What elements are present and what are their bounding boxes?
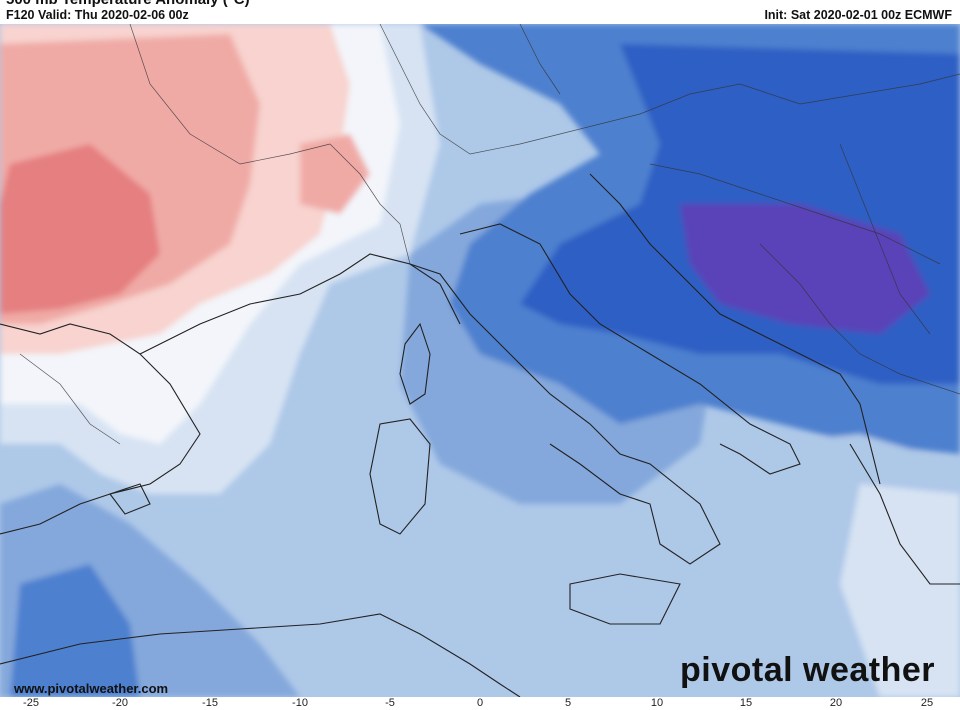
website-link[interactable]: www.pivotalweather.com bbox=[14, 681, 169, 696]
x-tick-label: -25 bbox=[23, 697, 39, 709]
map-title: 500 mb Temperature Anomaly (°C) bbox=[6, 0, 250, 8]
x-tick-label: 5 bbox=[564, 697, 572, 709]
political-borders bbox=[19, 24, 960, 445]
x-tick-label: -20 bbox=[112, 697, 128, 709]
x-tick-label: -15 bbox=[202, 697, 218, 709]
anomaly-zone-cool-sw-deep bbox=[10, 564, 140, 697]
coast-balkans bbox=[589, 173, 881, 485]
x-tick-label: -5 bbox=[385, 697, 395, 709]
border-h bbox=[519, 24, 561, 95]
coastlines bbox=[0, 173, 960, 697]
x-tick-label: 0 bbox=[476, 697, 484, 709]
border-g bbox=[839, 143, 931, 335]
border-f bbox=[759, 243, 960, 395]
coast-corsica bbox=[399, 322, 431, 405]
x-tick-label: 25 bbox=[920, 697, 934, 709]
anomaly-zone-warm-alps bbox=[300, 134, 370, 214]
pivotal-weather-logo: pivotal weather bbox=[680, 651, 936, 689]
coast-iberia bbox=[0, 323, 201, 535]
anomaly-zone-pale-se bbox=[840, 484, 960, 697]
coast-balearics bbox=[109, 483, 151, 515]
coast-sardinia bbox=[369, 418, 431, 535]
border-c bbox=[379, 24, 601, 155]
init-time-label: Init: Sat 2020-02-01 00z ECMWF bbox=[764, 8, 952, 22]
coast-italy-west bbox=[409, 263, 721, 565]
longitude-axis: -25 -20 -15 -10 -5 0 5 10 15 20 25 bbox=[0, 697, 960, 710]
border-i bbox=[19, 353, 121, 445]
anomaly-zone-warm-strong bbox=[0, 144, 160, 314]
x-tick-label: -10 bbox=[292, 697, 308, 709]
map-header: 500 mb Temperature Anomaly (°C) F120 Val… bbox=[0, 0, 960, 24]
temperature-anomaly-map bbox=[0, 24, 960, 697]
coast-italy-east bbox=[459, 223, 801, 475]
valid-time-label: F120 Valid: Thu 2020-02-06 00z bbox=[6, 8, 189, 22]
map-canvas bbox=[0, 24, 960, 697]
coast-france-riviera bbox=[139, 253, 461, 355]
border-e bbox=[649, 163, 941, 265]
x-tick-label: 20 bbox=[829, 697, 843, 709]
border-b bbox=[329, 143, 411, 265]
border-a bbox=[129, 24, 331, 165]
coast-greece bbox=[849, 443, 960, 585]
border-d bbox=[599, 73, 960, 125]
coast-sicily bbox=[569, 573, 681, 625]
coast-north-africa bbox=[0, 613, 521, 697]
anomaly-zone-cold-core bbox=[680, 204, 930, 334]
x-tick-label: 15 bbox=[739, 697, 753, 709]
x-tick-label: 10 bbox=[650, 697, 664, 709]
